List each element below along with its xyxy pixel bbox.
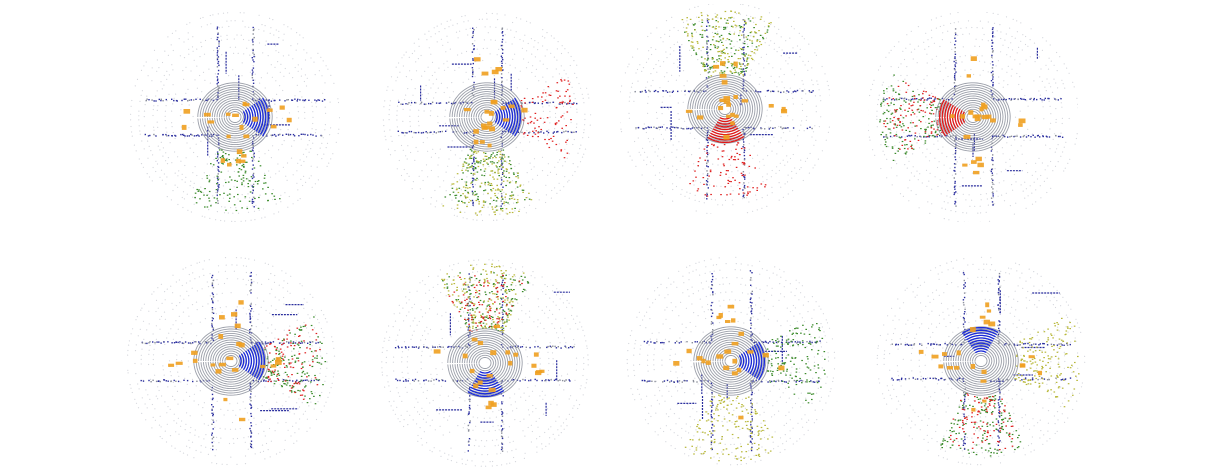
- lidar-scan-8: [876, 256, 1086, 466]
- lidar-scan-3: [620, 4, 830, 214]
- lidar-scan-7: [626, 256, 836, 466]
- scan-7-canvas: [626, 256, 836, 466]
- scan-8-canvas: [876, 256, 1086, 466]
- scan-3-canvas: [620, 4, 830, 214]
- scan-4-canvas: [868, 12, 1078, 222]
- lidar-scan-5: [126, 256, 336, 466]
- lidar-scan-6: [380, 258, 590, 468]
- scan-1-canvas: [130, 12, 340, 222]
- scan-5-canvas: [127, 257, 336, 466]
- scan-6-canvas: [381, 259, 589, 467]
- lidar-scan-2: [382, 12, 592, 222]
- lidar-scan-1: [130, 12, 340, 222]
- lidar-scan-4: [868, 12, 1078, 222]
- scan-2-canvas: [382, 12, 592, 222]
